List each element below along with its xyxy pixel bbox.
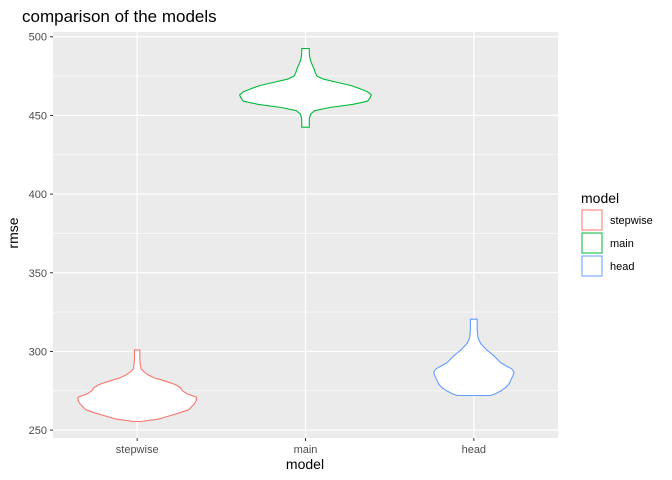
legend-label-head: head <box>610 261 634 273</box>
violin-main <box>239 47 372 128</box>
y-tick-label: 500 <box>29 32 47 44</box>
violin-stepwise <box>77 349 197 423</box>
violin-head <box>433 318 515 397</box>
chart-title: comparison of the models <box>22 7 217 26</box>
legend-label-stepwise: stepwise <box>610 215 653 227</box>
x-axis-title: model <box>286 456 324 472</box>
x-axis: stepwise main head <box>116 438 486 456</box>
x-tick-label: stepwise <box>116 444 159 456</box>
x-tick-label: head <box>462 444 486 456</box>
y-tick-label: 350 <box>29 268 47 280</box>
y-tick-label: 300 <box>29 346 47 358</box>
x-tick-label: main <box>294 444 318 456</box>
legend-label-main: main <box>610 238 634 250</box>
y-tick-label: 400 <box>29 189 47 201</box>
legend-title: model <box>581 190 619 206</box>
violins <box>77 47 515 423</box>
y-tick-label: 250 <box>29 425 47 437</box>
y-axis-title: rmse <box>5 217 21 248</box>
legend-key-head <box>581 255 603 277</box>
legend-key-stepwise <box>581 209 603 231</box>
legend: model stepwise main head <box>581 190 653 277</box>
y-axis: 250 300 350 400 450 500 <box>29 32 53 437</box>
legend-key-main <box>581 232 603 254</box>
y-tick-label: 450 <box>29 110 47 122</box>
